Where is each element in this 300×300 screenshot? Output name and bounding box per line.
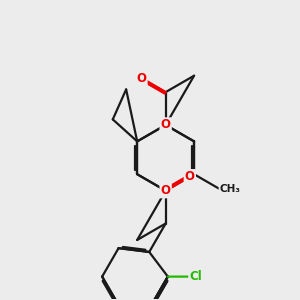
Text: O: O — [160, 184, 171, 197]
Text: O: O — [160, 118, 171, 131]
Text: Cl: Cl — [189, 270, 202, 283]
Text: O: O — [185, 170, 195, 183]
Text: O: O — [136, 72, 146, 85]
Text: CH₃: CH₃ — [220, 184, 241, 194]
